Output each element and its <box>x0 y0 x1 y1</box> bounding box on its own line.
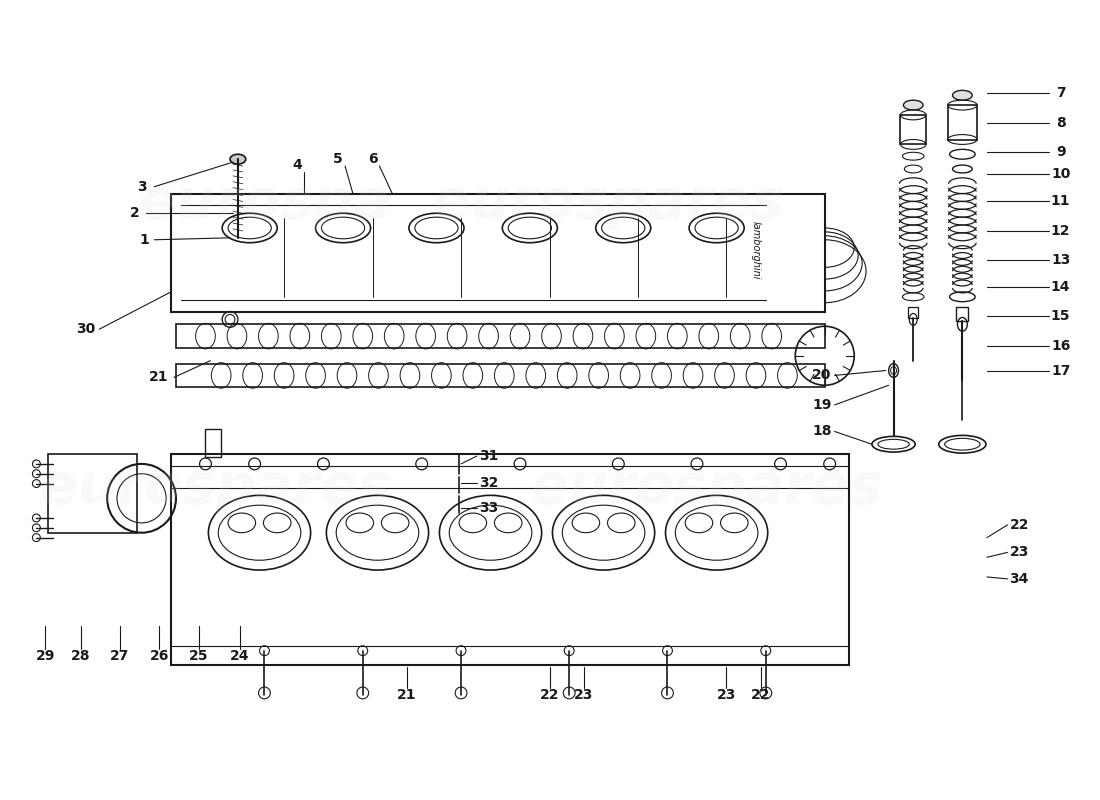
Text: 18: 18 <box>812 425 832 438</box>
Ellipse shape <box>903 100 923 110</box>
Text: 34: 34 <box>1010 572 1028 586</box>
Text: eurospa: eurospa <box>138 176 390 230</box>
Text: 25: 25 <box>189 649 208 662</box>
Text: 6: 6 <box>367 152 377 166</box>
Text: 1: 1 <box>140 233 150 246</box>
Text: 23: 23 <box>717 688 736 702</box>
Text: 24: 24 <box>230 649 250 662</box>
Bar <box>957 306 968 322</box>
Text: 12: 12 <box>1050 224 1070 238</box>
Text: eurospares: eurospares <box>40 462 390 515</box>
Bar <box>172 194 825 311</box>
Text: 20: 20 <box>812 369 832 382</box>
Text: lamborghini: lamborghini <box>751 222 761 280</box>
Bar <box>909 306 918 318</box>
Text: 2: 2 <box>130 206 140 220</box>
Ellipse shape <box>953 90 972 100</box>
Text: 23: 23 <box>574 688 594 702</box>
Ellipse shape <box>230 154 245 164</box>
Bar <box>947 105 977 139</box>
Text: 8: 8 <box>1056 116 1066 130</box>
Text: 5: 5 <box>333 152 343 166</box>
Text: 15: 15 <box>1050 310 1070 323</box>
Text: 9: 9 <box>1056 146 1066 159</box>
Bar <box>901 115 926 145</box>
Text: 29: 29 <box>35 649 55 662</box>
Text: 32: 32 <box>478 475 498 490</box>
Text: eurospares: eurospares <box>433 176 784 230</box>
Text: 33: 33 <box>478 501 498 515</box>
Text: 16: 16 <box>1050 339 1070 353</box>
Text: eurospares: eurospares <box>531 462 882 515</box>
Text: 10: 10 <box>1050 167 1070 181</box>
Text: 19: 19 <box>812 398 832 412</box>
Text: 26: 26 <box>150 649 169 662</box>
Text: 28: 28 <box>70 649 90 662</box>
Text: 21: 21 <box>397 688 417 702</box>
Text: 30: 30 <box>76 322 96 336</box>
Text: 13: 13 <box>1050 254 1070 267</box>
Text: 27: 27 <box>110 649 130 662</box>
Bar <box>48 454 136 533</box>
Bar <box>172 454 849 666</box>
Text: 3: 3 <box>136 180 146 194</box>
Bar <box>176 364 825 387</box>
Text: 22: 22 <box>751 688 771 702</box>
Text: 4: 4 <box>292 158 301 172</box>
Text: 22: 22 <box>1010 518 1030 532</box>
Text: 7: 7 <box>1056 86 1066 100</box>
Bar <box>206 430 221 457</box>
Text: 17: 17 <box>1050 363 1070 378</box>
Text: 22: 22 <box>540 688 559 702</box>
Text: 14: 14 <box>1050 280 1070 294</box>
Text: 23: 23 <box>1010 546 1028 559</box>
Bar <box>176 324 825 348</box>
Text: 31: 31 <box>478 449 498 463</box>
Text: 21: 21 <box>148 370 168 384</box>
Text: 11: 11 <box>1050 194 1070 209</box>
